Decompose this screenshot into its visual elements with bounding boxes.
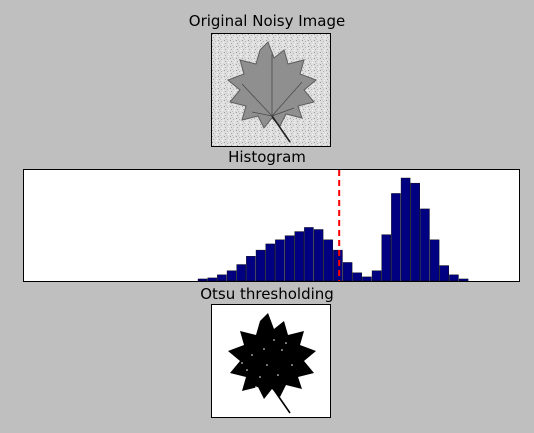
histogram-bar [352,272,362,281]
histogram-bar [197,278,208,281]
histogram-title: Histogram [228,148,306,166]
histogram-bar [429,239,440,281]
original-noisy-image [211,33,331,147]
histogram-bar [410,182,420,281]
histogram-bar [246,256,256,281]
leaf-silhouette [228,313,316,399]
otsu-title: Otsu thresholding [200,285,334,303]
histogram-bar [439,265,449,281]
histogram-bar [323,239,333,281]
histogram-bar [458,278,469,281]
histogram-bar [265,243,275,281]
histogram-bar [342,262,353,281]
histogram-bar [371,270,382,281]
histogram-bar [226,270,237,281]
histogram-bar [381,234,391,281]
histogram-bar [400,177,411,281]
histogram-bar [391,193,401,281]
histogram-bar [275,239,285,281]
histogram-bar [294,231,304,281]
histogram-bar [284,235,295,281]
histogram-bar [255,249,266,281]
leaf-binary-image [212,305,330,417]
otsu-binary-image [211,304,331,418]
histogram-bar [420,208,430,281]
histogram-bar [207,277,217,281]
histogram-bar [236,264,246,281]
histogram-bar [304,227,314,281]
histogram-bar [362,276,372,281]
original-image-title: Original Noisy Image [188,12,346,30]
histogram-bar [333,249,343,281]
histogram-bar [313,229,324,281]
histogram-svg [197,170,469,281]
histogram-chart [23,169,520,282]
leaf-grayscale-image [212,34,330,146]
histogram-bar [217,274,227,281]
histogram-bar [449,274,459,281]
